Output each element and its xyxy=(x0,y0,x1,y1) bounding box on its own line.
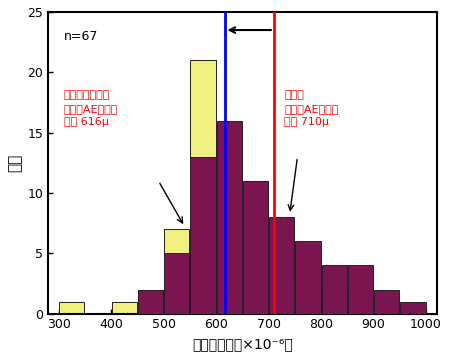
Bar xyxy=(112,301,137,314)
Bar xyxy=(322,265,347,314)
Bar xyxy=(269,229,294,314)
Bar xyxy=(138,290,163,314)
Bar xyxy=(138,290,163,314)
Bar xyxy=(217,121,242,314)
Text: 通常の
高性能AE減水剤
平均 710μ: 通常の 高性能AE減水剤 平均 710μ xyxy=(284,90,339,127)
Bar xyxy=(322,290,347,314)
Bar xyxy=(348,265,373,314)
Bar xyxy=(243,193,268,314)
X-axis label: 乾燥収縮率（×10⁻⁶）: 乾燥収縮率（×10⁻⁶） xyxy=(192,337,293,351)
Bar xyxy=(190,157,216,314)
Text: n=67: n=67 xyxy=(64,30,99,43)
Bar xyxy=(190,60,216,314)
Bar xyxy=(295,241,320,314)
Bar xyxy=(374,290,399,314)
Bar xyxy=(164,229,189,314)
Bar xyxy=(217,157,242,314)
Text: 収縮低減タイプ
高性能AE減水剤
平均 616μ: 収縮低減タイプ 高性能AE減水剤 平均 616μ xyxy=(64,90,118,127)
Bar xyxy=(164,253,189,314)
Bar xyxy=(269,217,294,314)
Bar xyxy=(243,181,268,314)
Bar xyxy=(295,277,320,314)
Bar xyxy=(59,301,85,314)
Y-axis label: 頻度: 頻度 xyxy=(7,154,22,172)
Bar xyxy=(400,301,426,314)
